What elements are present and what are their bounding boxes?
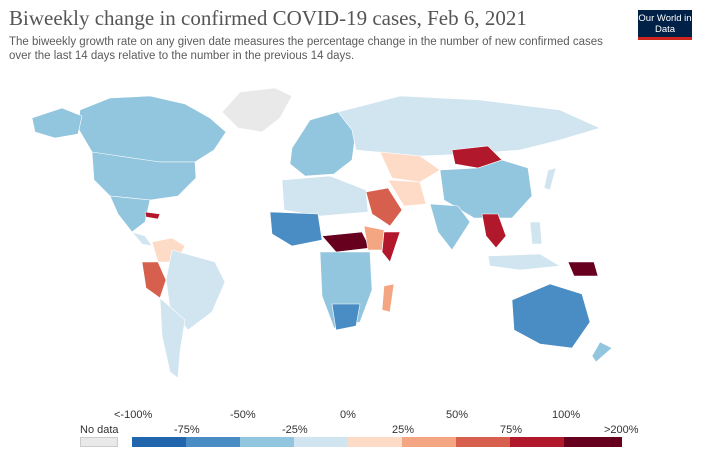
legend-swatch-4 — [294, 437, 348, 447]
region-west-africa[interactable] — [269, 211, 323, 247]
region-central-america[interactable] — [131, 231, 153, 247]
legend-swatch-3 — [240, 437, 294, 447]
chart-title: Biweekly change in confirmed COVID-19 ca… — [9, 6, 527, 30]
legend-swatch-1 — [132, 437, 186, 447]
region-canada[interactable] — [77, 95, 227, 163]
region-indonesia[interactable] — [487, 253, 561, 271]
region-peru[interactable] — [141, 261, 167, 299]
legend-tick-lower-4: 50% — [446, 409, 469, 421]
region-argentina[interactable] — [159, 297, 186, 379]
region-philippines[interactable] — [529, 221, 543, 245]
region-australia[interactable] — [511, 283, 591, 349]
legend-no-data-label: No data — [80, 424, 119, 436]
region-brazil[interactable] — [165, 249, 226, 331]
legend-tick-upper-4: 75% — [500, 424, 523, 436]
legend-swatch-9 — [564, 437, 622, 447]
region-somalia[interactable] — [381, 231, 401, 263]
legend-tick-upper-3: 25% — [392, 424, 415, 436]
chart-subtitle: The biweekly growth rate on any given da… — [9, 36, 603, 62]
owid-logo[interactable]: Our World in Data — [638, 10, 692, 40]
region-iran[interactable] — [387, 179, 427, 207]
legend-tick-upper-2: -25% — [282, 424, 308, 436]
legend-swatch-8 — [510, 437, 564, 447]
region-alaska[interactable] — [31, 107, 83, 139]
legend-tick-lower-2: -50% — [230, 409, 256, 421]
region-north-africa[interactable] — [281, 175, 369, 217]
region-india[interactable] — [429, 203, 471, 251]
legend-tick-lower-1: <-100% — [114, 409, 153, 421]
region-thailand[interactable] — [481, 213, 507, 249]
region-mexico[interactable] — [109, 195, 151, 233]
region-europe[interactable] — [289, 111, 357, 177]
region-russia[interactable] — [337, 95, 601, 157]
legend-swatch-2 — [186, 437, 240, 447]
legend-tick-upper-5: >200% — [604, 424, 639, 436]
region-madagascar[interactable] — [381, 283, 395, 313]
region-saudi-arabia[interactable] — [365, 187, 403, 227]
legend-swatch-5 — [348, 437, 402, 447]
region-central-africa[interactable] — [321, 231, 371, 253]
legend-no-data-swatch — [80, 437, 118, 447]
region-new-zealand[interactable] — [591, 341, 613, 363]
legend-swatch-6 — [402, 437, 456, 447]
legend-tick-lower-5: 100% — [552, 409, 581, 421]
region-south-africa[interactable] — [331, 303, 361, 331]
region-papua-new-guinea[interactable] — [567, 261, 599, 277]
region-greenland[interactable] — [221, 87, 293, 133]
region-usa[interactable] — [91, 151, 197, 201]
region-ethiopia[interactable] — [363, 225, 385, 251]
legend-tick-upper-1: -75% — [174, 424, 200, 436]
legend-swatch-7 — [456, 437, 510, 447]
world-map[interactable] — [0, 78, 702, 400]
region-cuba[interactable] — [144, 211, 161, 220]
region-kazakhstan[interactable] — [379, 151, 441, 183]
region-japan[interactable] — [543, 167, 557, 191]
legend-tick-lower-3: 0% — [340, 409, 356, 421]
